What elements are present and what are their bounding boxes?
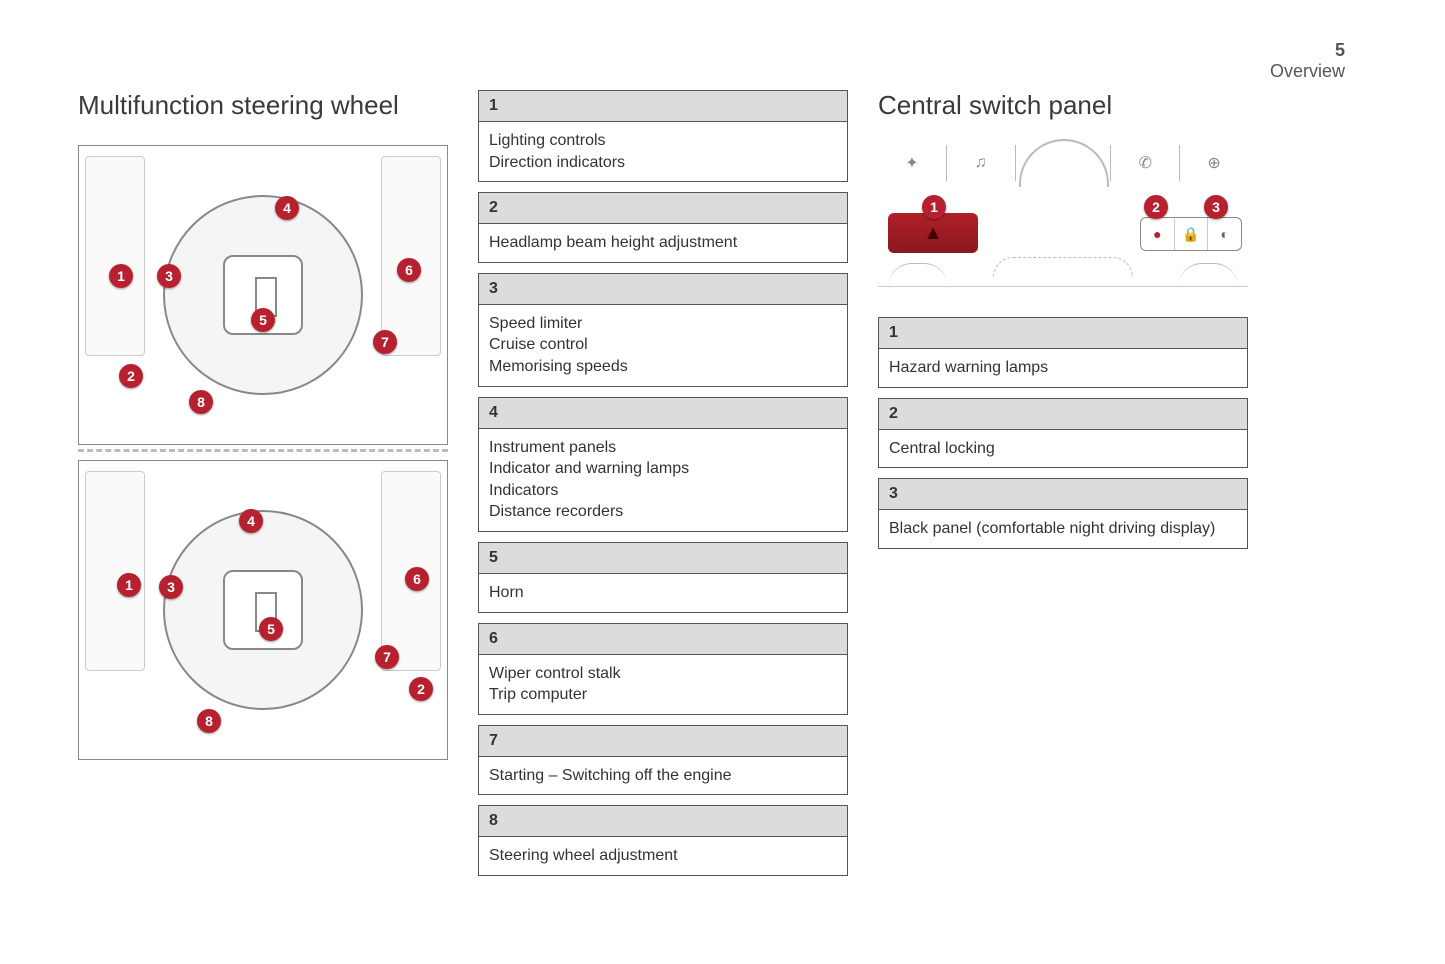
callout-5: 5 bbox=[259, 617, 283, 641]
legend-number: 5 bbox=[479, 543, 847, 574]
hazard-triangle-icon: ▲ bbox=[923, 222, 943, 245]
callout-8: 8 bbox=[197, 709, 221, 733]
callout-8: 8 bbox=[189, 390, 213, 414]
legend-number: 3 bbox=[479, 274, 847, 305]
legend-line: Central locking bbox=[889, 438, 1237, 460]
legend-body: Steering wheel adjustment bbox=[479, 837, 847, 875]
legend-body: Central locking bbox=[879, 430, 1247, 468]
callout-3: 3 bbox=[157, 264, 181, 288]
steering-wheel-icon bbox=[163, 195, 363, 395]
callout-6: 6 bbox=[405, 567, 429, 591]
legend-number: 1 bbox=[479, 91, 847, 122]
legend-body: Hazard warning lamps bbox=[879, 349, 1247, 387]
steering-wheel-icon bbox=[163, 510, 363, 710]
callout-1: 1 bbox=[109, 264, 133, 288]
legend-line: Speed limiter bbox=[489, 313, 837, 335]
legend-body: Starting – Switching off the engine bbox=[479, 757, 847, 795]
phone-icon: ✆ bbox=[1110, 145, 1179, 181]
callout-4: 4 bbox=[239, 509, 263, 533]
legend-body: Headlamp beam height adjustment bbox=[479, 224, 847, 262]
page-section: Overview bbox=[1270, 61, 1345, 82]
contrast-icon: ◐ bbox=[1207, 218, 1241, 250]
central-switch-diagram: ✦ ♫ ✆ ⊕ ▲ 1 ● 🔒 ◐ 2 3 bbox=[878, 145, 1248, 295]
callout-7: 7 bbox=[375, 645, 399, 669]
callout-6: 6 bbox=[397, 258, 421, 282]
callout-1: 1 bbox=[117, 573, 141, 597]
column-steering-wheel: Multifunction steering wheel 1 2 3 4 5 6… bbox=[78, 90, 448, 886]
legend-line: Steering wheel adjustment bbox=[489, 845, 837, 867]
steering-diagram-bottom: 1 2 3 4 5 6 7 8 bbox=[78, 460, 448, 760]
hazard-button-icon: ▲ bbox=[888, 213, 978, 253]
legend-item-8: 8 Steering wheel adjustment bbox=[478, 805, 848, 876]
steering-wheel-title: Multifunction steering wheel bbox=[78, 90, 448, 121]
column-steering-legend: 1Lighting controlsDirection indicators2H… bbox=[478, 90, 848, 886]
legend-item-1: 1Lighting controlsDirection indicators bbox=[478, 90, 848, 182]
legend-line: Horn bbox=[489, 582, 837, 604]
column-central-switch: Central switch panel ✦ ♫ ✆ ⊕ ▲ 1 ● 🔒 ◐ 2… bbox=[878, 90, 1248, 886]
callout-1: 1 bbox=[922, 195, 946, 219]
legend-line: Black panel (comfortable night driving d… bbox=[889, 518, 1237, 540]
legend-line: Cruise control bbox=[489, 334, 837, 356]
central-switch-title: Central switch panel bbox=[878, 90, 1248, 121]
legend-line: Hazard warning lamps bbox=[889, 357, 1237, 379]
legend-line: Indicator and warning lamps bbox=[489, 458, 837, 480]
legend-body: Black panel (comfortable night driving d… bbox=[879, 510, 1247, 548]
legend-number: 7 bbox=[479, 726, 847, 757]
legend-number: 8 bbox=[479, 806, 847, 837]
legend-number: 2 bbox=[479, 193, 847, 224]
legend-item-1: 1 Hazard warning lamps bbox=[878, 317, 1248, 388]
legend-body: Lighting controlsDirection indicators bbox=[479, 122, 847, 181]
right-panel-buttons: ● 🔒 ◐ bbox=[1140, 217, 1242, 251]
callout-7: 7 bbox=[373, 330, 397, 354]
legend-item-5: 5 Horn bbox=[478, 542, 848, 613]
callout-2: 2 bbox=[1144, 195, 1168, 219]
legend-item-3: 3 Black panel (comfortable night driving … bbox=[878, 478, 1248, 549]
legend-item-7: 7 Starting – Switching off the engine bbox=[478, 725, 848, 796]
diagram-separator bbox=[78, 449, 448, 452]
legend-line: Direction indicators bbox=[489, 152, 837, 174]
page-number: 5 bbox=[1270, 40, 1345, 61]
page-header: 5 Overview bbox=[1270, 40, 1345, 82]
web-icon: ⊕ bbox=[1179, 145, 1248, 181]
legend-number: 3 bbox=[879, 479, 1247, 510]
legend-body: Wiper control stalkTrip computer bbox=[479, 655, 847, 714]
legend-line: Headlamp beam height adjustment bbox=[489, 232, 837, 254]
legend-line: Wiper control stalk bbox=[489, 663, 837, 685]
legend-line: Trip computer bbox=[489, 684, 837, 706]
legend-number: 1 bbox=[879, 318, 1247, 349]
callout-5: 5 bbox=[251, 308, 275, 332]
callout-2: 2 bbox=[119, 364, 143, 388]
legend-number: 2 bbox=[879, 399, 1247, 430]
legend-item-4: 4Instrument panelsIndicator and warning … bbox=[478, 397, 848, 532]
legend-line: Memorising speeds bbox=[489, 356, 837, 378]
legend-item-3: 3Speed limiterCruise controlMemorising s… bbox=[478, 273, 848, 387]
callout-3: 3 bbox=[159, 575, 183, 599]
callout-2: 2 bbox=[409, 677, 433, 701]
legend-item-6: 6Wiper control stalkTrip computer bbox=[478, 623, 848, 715]
legend-line: Instrument panels bbox=[489, 437, 837, 459]
legend-line: Starting – Switching off the engine bbox=[489, 765, 837, 787]
nav-icon: ✦ bbox=[878, 145, 946, 181]
lock-icon: 🔒 bbox=[1174, 218, 1208, 250]
callout-3: 3 bbox=[1204, 195, 1228, 219]
legend-line: Lighting controls bbox=[489, 130, 837, 152]
steering-diagram-top: 1 2 3 4 5 6 7 8 bbox=[78, 145, 448, 445]
legend-line: Distance recorders bbox=[489, 501, 837, 523]
legend-item-2: 2 Central locking bbox=[878, 398, 1248, 469]
legend-number: 4 bbox=[479, 398, 847, 429]
media-icon: ♫ bbox=[946, 145, 1015, 181]
legend-line: Indicators bbox=[489, 480, 837, 502]
central-switch-legend: 1 Hazard warning lamps 2 Central locking 3 Bl… bbox=[878, 317, 1248, 549]
legend-item-2: 2 Headlamp beam height adjustment bbox=[478, 192, 848, 263]
led-dot-icon: ● bbox=[1141, 218, 1174, 250]
page-content: Multifunction steering wheel 1 2 3 4 5 6… bbox=[78, 90, 1345, 886]
callout-4: 4 bbox=[275, 196, 299, 220]
legend-body: Horn bbox=[479, 574, 847, 612]
legend-number: 6 bbox=[479, 624, 847, 655]
legend-body: Speed limiterCruise controlMemorising sp… bbox=[479, 305, 847, 386]
legend-body: Instrument panelsIndicator and warning l… bbox=[479, 429, 847, 531]
